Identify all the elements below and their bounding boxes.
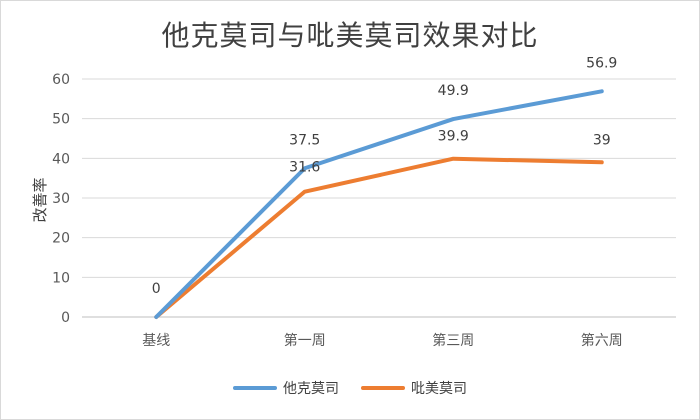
y-tick-label-50: 50 [52,112,70,128]
x-tick-label-1: 第一周 [284,332,326,349]
legend-item-series-1: 吡美莫司 [361,378,467,398]
legend-label-series-1: 吡美莫司 [411,381,467,397]
data-label-series-1-1: 31.6 [289,160,320,176]
data-label-series-0-2: 49.9 [438,83,469,99]
legend-swatch-series-1 [361,386,405,390]
y-tick-label-20: 20 [52,231,70,247]
y-tick-label-30: 30 [52,191,70,207]
chart-title: 他克莫司与吡美莫司效果对比 [161,19,539,52]
data-label-series-0-3: 56.9 [586,55,617,71]
y-tick-label-10: 10 [52,270,70,286]
x-tick-label-3: 第六周 [581,332,623,349]
legend-swatch-series-0 [233,386,277,390]
legend-label-series-0: 他克莫司 [283,381,339,397]
x-tick-label-2: 第三周 [432,332,474,349]
data-label-series-1-3: 39 [593,132,611,148]
data-label-series-0-1: 37.5 [289,132,320,148]
y-tick-label-60: 60 [52,72,70,88]
data-label-series-0-0: 0 [152,281,161,297]
data-label-series-1-2: 39.9 [438,129,469,145]
series-line-1 [154,156,604,319]
y-tick-label-0: 0 [61,310,70,326]
legend-item-series-0: 他克莫司 [233,378,339,398]
y-tick-label-40: 40 [52,151,70,167]
series-line-0 [154,89,604,319]
legend: 他克莫司 吡美莫司 [0,378,700,398]
x-tick-label-0: 基线 [142,332,170,349]
